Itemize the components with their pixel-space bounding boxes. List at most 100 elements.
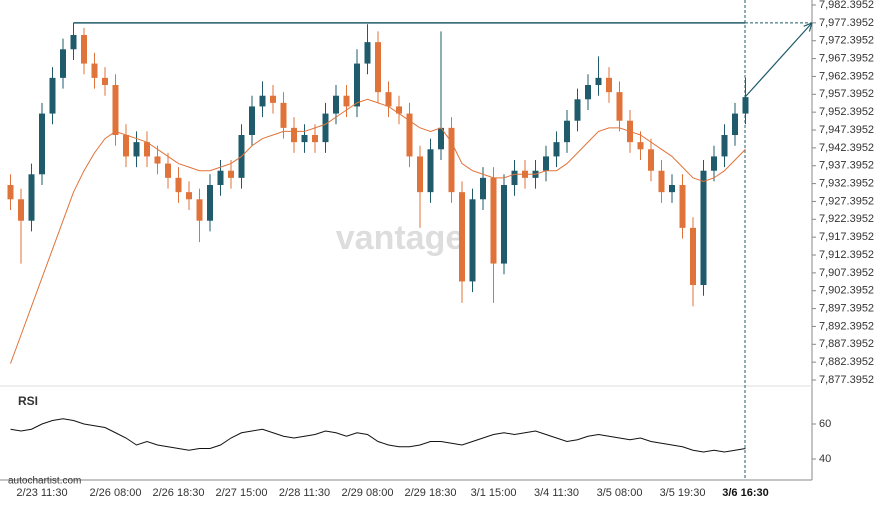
candle-body xyxy=(102,77,108,85)
y-tick-label: 60 xyxy=(819,418,831,430)
candle-body xyxy=(648,149,654,171)
candle-body xyxy=(637,142,644,150)
candle-body xyxy=(165,163,171,178)
candle-body xyxy=(291,127,297,143)
candle-body xyxy=(280,102,287,128)
candle-body xyxy=(679,185,686,228)
candle-body xyxy=(375,42,381,93)
y-tick-label: 7,882.3952 xyxy=(819,356,874,368)
y-tick-label: 7,952.3952 xyxy=(819,106,874,118)
candle-body xyxy=(18,199,24,221)
y-tick-label: 7,877.3952 xyxy=(819,374,874,386)
candle-body xyxy=(364,42,371,64)
candle-body xyxy=(742,97,749,114)
candle-body xyxy=(175,177,182,193)
candle-body xyxy=(133,142,140,157)
candle-body xyxy=(511,170,518,185)
candle-body xyxy=(196,199,203,221)
candle-body xyxy=(564,120,570,143)
y-tick-label: 7,912.3952 xyxy=(819,249,874,261)
candle-body xyxy=(711,156,717,171)
candle-body xyxy=(574,99,581,121)
y-tick-label: 7,942.3952 xyxy=(819,142,874,154)
y-tick-label: 40 xyxy=(819,453,831,465)
candle-body xyxy=(396,106,402,114)
x-tick-label: 3/5 19:30 xyxy=(660,487,706,499)
candle-body xyxy=(585,85,591,100)
candle-body xyxy=(112,85,119,135)
candle-body xyxy=(301,135,308,143)
candle-body xyxy=(144,142,150,157)
candle-body xyxy=(228,170,234,178)
candle-body xyxy=(406,113,413,157)
candle-body xyxy=(343,95,350,107)
candle-body xyxy=(259,95,266,107)
candle-body xyxy=(49,77,56,114)
x-tick-label: 2/23 11:30 xyxy=(16,487,67,499)
candle-body xyxy=(543,156,549,171)
arrow-head xyxy=(803,22,813,32)
x-tick-label: 3/4 11:30 xyxy=(534,487,579,499)
forecast-arrow xyxy=(744,22,813,98)
candle-body xyxy=(186,192,192,200)
rsi-line xyxy=(10,418,746,453)
candle-body xyxy=(7,185,14,200)
candle-body xyxy=(322,113,329,143)
moving-average xyxy=(10,98,746,364)
x-tick-label: 2/29 18:30 xyxy=(405,487,457,499)
candle-body xyxy=(690,227,696,285)
candle-body xyxy=(658,170,665,193)
candle-body xyxy=(469,199,476,282)
x-tick-label: 2/27 15:00 xyxy=(216,487,268,499)
candle-body xyxy=(448,127,455,193)
x-tick-label: 3/6 16:30 xyxy=(722,487,768,499)
y-tick-label: 7,937.3952 xyxy=(819,160,874,172)
candle-body xyxy=(217,170,224,185)
x-tick-label: 2/26 18:30 xyxy=(153,487,205,499)
candle-body xyxy=(70,35,77,50)
y-tick-label: 7,922.3952 xyxy=(819,213,874,225)
candle-body xyxy=(459,192,465,282)
y-tick-label: 7,897.3952 xyxy=(819,302,874,314)
x-tick-label: 3/5 08:00 xyxy=(597,487,643,499)
candle-body xyxy=(616,92,623,121)
y-tick-label: 7,962.3952 xyxy=(819,70,874,82)
source: autochartist.com xyxy=(8,476,81,487)
y-tick-label: 7,927.3952 xyxy=(819,195,874,207)
candle-body xyxy=(490,177,497,264)
rsi-title: RSI xyxy=(18,394,38,408)
y-tick-label: 7,902.3952 xyxy=(819,285,874,297)
candle-body xyxy=(154,156,161,164)
candle-body xyxy=(28,174,35,221)
y-tick-label: 7,972.3952 xyxy=(819,35,874,47)
candle-body xyxy=(270,95,276,103)
candle-body xyxy=(721,135,728,157)
y-tick-label: 7,957.3952 xyxy=(819,88,874,100)
y-tick-label: 7,932.3952 xyxy=(819,177,874,189)
candle-body xyxy=(595,77,602,85)
y-tick-label: 7,907.3952 xyxy=(819,267,874,279)
y-tick-label: 7,977.3952 xyxy=(819,17,874,29)
y-tick-label: 7,892.3952 xyxy=(819,320,874,332)
y-tick-label: 7,887.3952 xyxy=(819,338,874,350)
y-tick-label: 7,917.3952 xyxy=(819,231,874,243)
candle-body xyxy=(427,149,434,193)
candle-body xyxy=(700,170,707,285)
y-tick-label: 7,967.3952 xyxy=(819,52,874,64)
candle-body xyxy=(354,63,360,107)
candle-body xyxy=(123,135,129,157)
candle-body xyxy=(438,127,444,150)
x-tick-label: 2/26 08:00 xyxy=(90,487,142,499)
x-tick-label: 2/28 11:30 xyxy=(279,487,330,499)
x-tick-label: 2/29 08:00 xyxy=(342,487,394,499)
candle-body xyxy=(501,185,507,264)
candle-body xyxy=(732,113,738,135)
candle-body xyxy=(81,35,87,64)
candle-body xyxy=(385,92,392,107)
candle-body xyxy=(553,142,560,157)
candle-body xyxy=(207,185,213,221)
candle-body xyxy=(249,106,255,135)
candle-body xyxy=(480,177,486,200)
y-tick-label: 7,947.3952 xyxy=(819,124,874,136)
